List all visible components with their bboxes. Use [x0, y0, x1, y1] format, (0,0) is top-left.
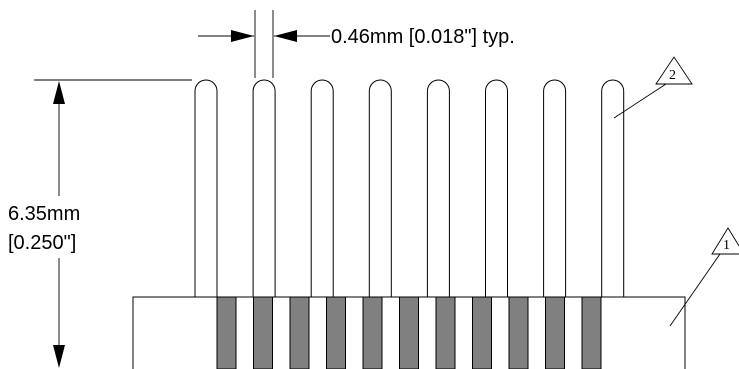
pin-width-label: 0.46mm [0.018"] typ.	[331, 26, 515, 48]
pin	[426, 79, 450, 297]
callout-1-label: 1	[723, 238, 730, 253]
pin-width-dimension: 0.46mm [0.018"] typ.	[198, 10, 515, 78]
callout-1: 1	[669, 227, 739, 327]
arrowhead-right-pointing	[231, 30, 254, 42]
pin-height-dimension: 6.35mm [0.250"]	[8, 79, 192, 368]
pins	[194, 79, 625, 297]
pin-height-in-label: [0.250"]	[8, 232, 76, 254]
pin-slot	[545, 296, 565, 369]
arrowhead-down	[53, 345, 65, 368]
arrowhead-left-pointing	[274, 30, 297, 42]
pin-slot	[508, 296, 529, 369]
pin-slot	[289, 296, 310, 369]
pin-slot	[253, 296, 273, 369]
pin-slots	[216, 296, 602, 369]
pin	[485, 79, 508, 297]
pin-slot	[399, 296, 419, 369]
callout-2-triangle	[655, 56, 693, 85]
arrowhead-up	[53, 81, 65, 104]
callout-2-leader	[613, 83, 667, 119]
pin-slot	[472, 296, 492, 369]
pin	[368, 79, 392, 297]
pin-slot	[326, 296, 346, 369]
pin	[194, 79, 218, 297]
pin	[310, 79, 334, 297]
pin-slot	[362, 296, 383, 369]
pin	[252, 79, 276, 297]
pin-slot	[435, 296, 456, 369]
callout-1-leader	[669, 253, 721, 327]
callout-2-label: 2	[669, 68, 676, 83]
pin	[543, 79, 567, 297]
pin-height-mm-label: 6.35mm	[8, 203, 80, 225]
pin-slot	[216, 296, 237, 369]
pin	[601, 79, 625, 297]
callout-2: 2	[613, 56, 693, 119]
callout-1-triangle	[711, 227, 739, 255]
pin-slot	[581, 296, 602, 369]
